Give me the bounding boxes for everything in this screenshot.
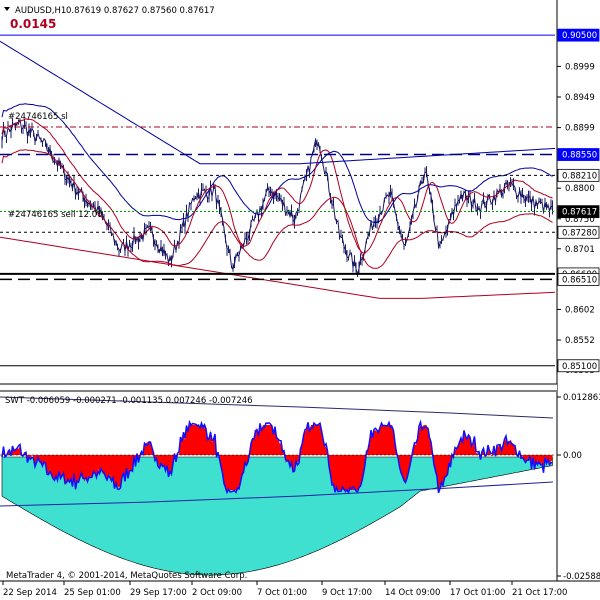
price-series xyxy=(1,117,553,277)
price-tick-label: 0.8949 xyxy=(565,93,595,103)
time-tick-label: 9 Oct 17:00 xyxy=(322,588,372,598)
price-tag-label[interactable]: 0.88210 xyxy=(562,171,597,181)
price-tag-label[interactable]: 0.85100 xyxy=(562,362,597,372)
price-tag[interactable] xyxy=(557,148,600,161)
price-tick-label: 0.8602 xyxy=(565,305,595,315)
price-tag[interactable] xyxy=(557,273,600,286)
time-tick-label: 2 Oct 09:00 xyxy=(192,588,242,598)
price-tick-label: 0.8999 xyxy=(565,62,595,72)
price-tag[interactable] xyxy=(557,359,600,373)
time-tick-label: 17 Oct 01:00 xyxy=(450,588,505,598)
price-tick-label: 0.8899 xyxy=(565,124,595,134)
price-tick-label: 0.8701 xyxy=(565,245,595,255)
oscillator-cyan-area xyxy=(1,456,553,576)
order-sl-label[interactable]: #24746165 sl xyxy=(8,112,68,122)
time-tick-label: 7 Oct 01:00 xyxy=(257,588,307,598)
price-tag-label[interactable]: 0.87280 xyxy=(562,228,597,238)
oscillator-line xyxy=(1,419,553,495)
osc-tick-label: 0.012861 xyxy=(563,393,600,403)
oscillator-pane[interactable] xyxy=(0,396,555,576)
price-tag[interactable] xyxy=(557,225,600,239)
price-tick-label: 0.8800 xyxy=(565,184,595,194)
oscillator-signal-line xyxy=(0,481,554,507)
time-tick-label: 22 Sep 2014 xyxy=(3,588,57,598)
watermark: MetaTrader 4, © 2001-2014, MetaQuotes So… xyxy=(6,571,247,581)
symbol-timeframe: AUDUSD,H1 xyxy=(15,6,66,16)
price-tick-label: 0.8552 xyxy=(565,336,595,346)
time-tick-label: 29 Sep 17:00 xyxy=(130,588,187,598)
price-tag[interactable] xyxy=(557,168,600,182)
price-tag-label[interactable]: 0.87617 xyxy=(562,208,597,218)
price-tick-label: 0.8750 xyxy=(565,215,595,225)
oscillator-label: SWT -0.006059 -0.000271 -0.001135 0.0072… xyxy=(5,396,253,406)
long-band-red xyxy=(0,236,556,299)
time-tick-label: 25 Sep 01:00 xyxy=(64,588,121,598)
order-sell-label[interactable]: #24746165 sell 12.00 xyxy=(8,210,103,220)
time-tick-label: 14 Oct 09:00 xyxy=(385,588,440,598)
osc-tick-label: 0.00 xyxy=(563,451,582,461)
middle-line-red xyxy=(1,118,553,254)
lower-band-red xyxy=(1,149,553,269)
price-tag-label[interactable]: 0.86510 xyxy=(562,275,597,285)
oscillator-upper-line xyxy=(0,396,554,419)
long-band-blue xyxy=(0,40,556,165)
axes: 0.8999 0.8949 0.8899 0.8800 0.8750 0.8701 0.86… xyxy=(2,28,600,598)
price-pane[interactable] xyxy=(0,34,556,367)
price-tag[interactable] xyxy=(557,205,600,219)
dropdown-triangle-icon[interactable] xyxy=(4,7,10,11)
osc-tick-label: -0.025883 xyxy=(563,572,600,582)
time-tick-label: 21 Oct 17:00 xyxy=(512,588,567,598)
price-tag-label[interactable]: 0.90500 xyxy=(562,31,597,41)
price-tag[interactable] xyxy=(557,28,600,42)
ohlc-readout: 0.87619 0.87627 0.87560 0.87617 xyxy=(66,6,215,16)
spread-label: 0.0145 xyxy=(10,17,56,31)
price-tag-label[interactable]: 0.88550 xyxy=(562,151,597,161)
